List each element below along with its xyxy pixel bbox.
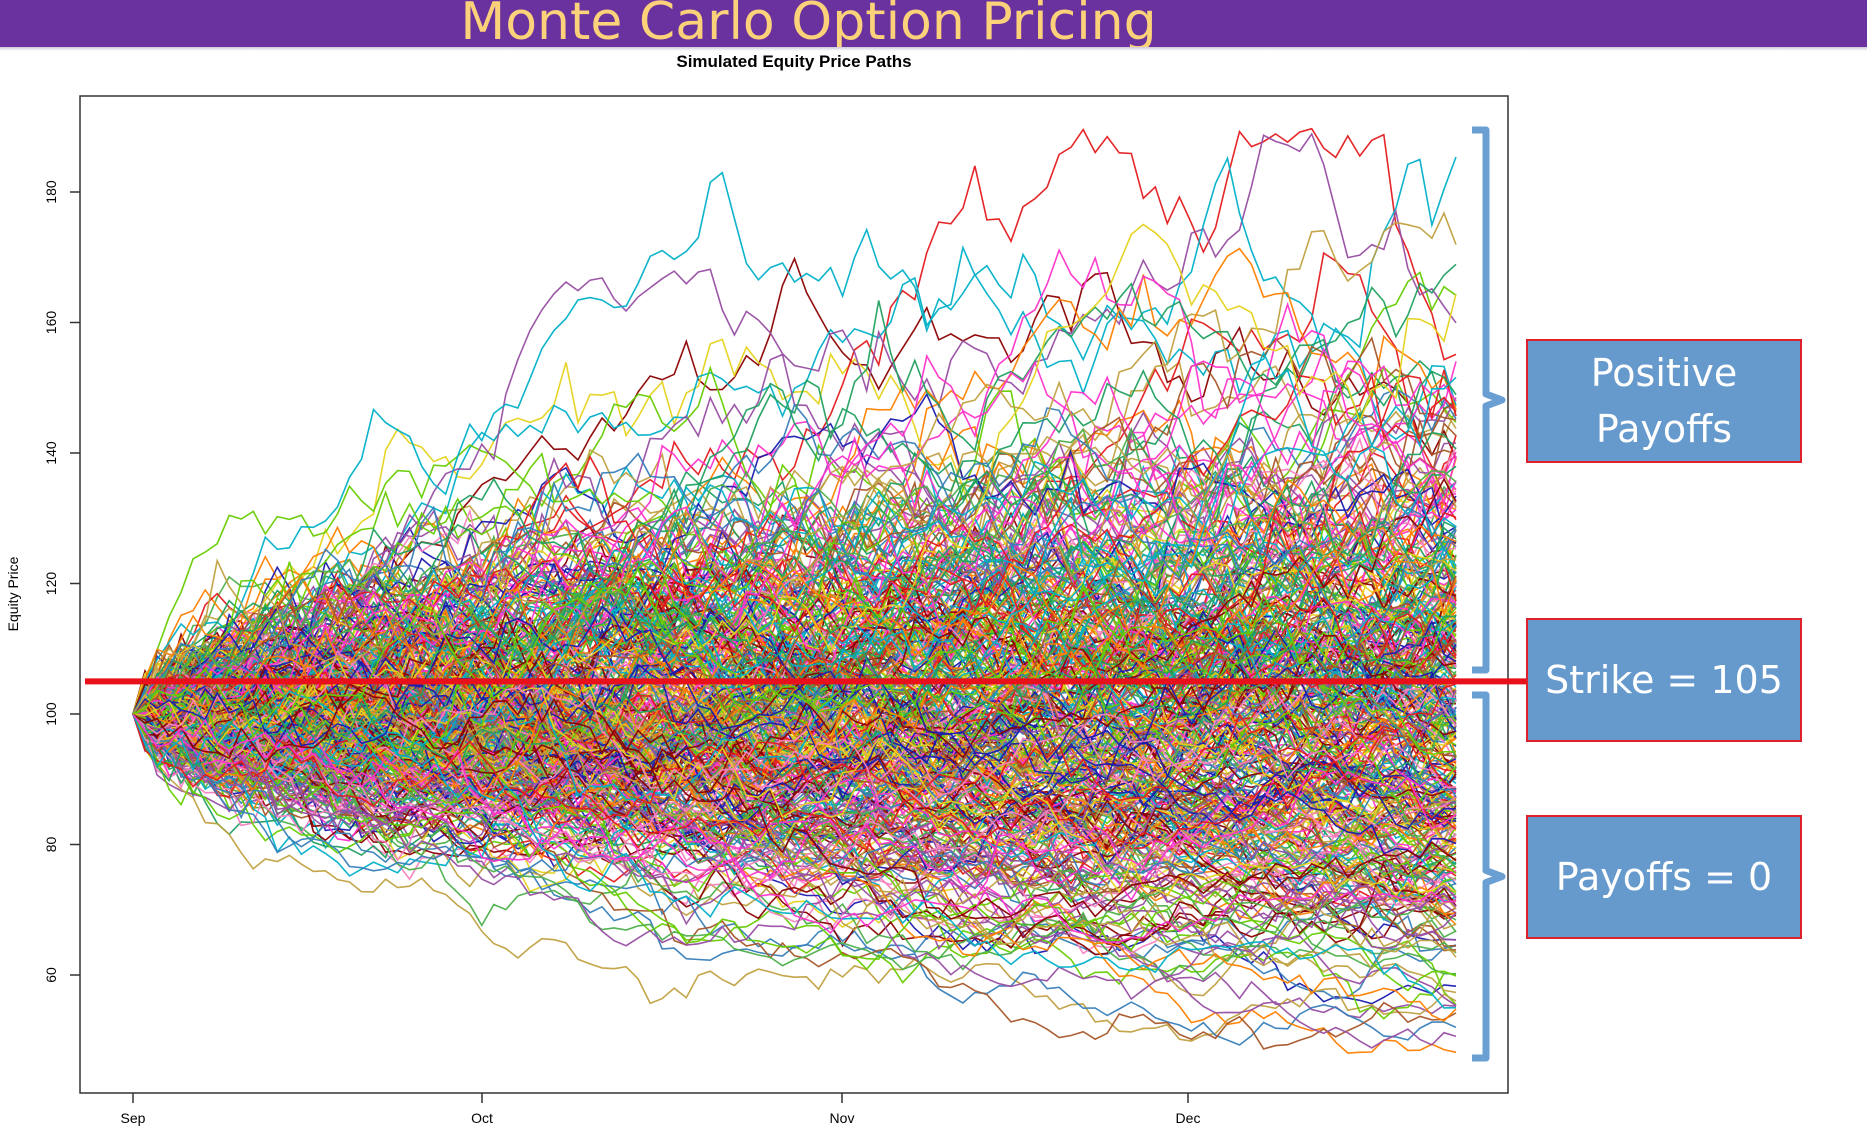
y-tick-label: 80 <box>43 837 59 853</box>
price-path <box>132 707 1457 1001</box>
price-path <box>132 656 1457 917</box>
price-path <box>132 713 1457 932</box>
y-tick-label: 180 <box>43 180 59 204</box>
price-path <box>132 351 1457 801</box>
strike-callout: Strike = 105 <box>1526 618 1802 742</box>
title-banner: Monte Carlo Option Pricing <box>0 0 1867 52</box>
price-path <box>132 691 1457 957</box>
price-path <box>132 713 1457 907</box>
price-path <box>132 649 1457 808</box>
price-path <box>132 699 1457 900</box>
x-axis: Sep Oct Nov Dec <box>121 1093 1201 1126</box>
price-path <box>132 489 1457 755</box>
price-path <box>132 248 1457 739</box>
price-path <box>132 605 1457 830</box>
price-path <box>132 697 1457 1046</box>
price-path <box>132 624 1457 812</box>
y-tick-label: 160 <box>43 311 59 335</box>
y-axis: 60 80 100 120 140 160 180 <box>43 180 80 983</box>
price-path <box>132 625 1457 866</box>
price-path <box>132 524 1457 791</box>
price-path <box>132 380 1457 715</box>
price-path <box>132 376 1457 778</box>
price-path <box>132 475 1457 750</box>
price-path <box>132 644 1457 847</box>
price-path <box>132 628 1457 802</box>
price-path <box>132 591 1457 783</box>
y-tick-label: 140 <box>43 441 59 465</box>
price-path <box>132 523 1457 750</box>
price-path <box>132 426 1457 715</box>
price-path <box>132 713 1457 1042</box>
price-path <box>132 701 1457 835</box>
price-path <box>132 692 1457 961</box>
x-tick-label: Dec <box>1176 1110 1201 1126</box>
zero-payoffs-callout: Payoffs = 0 <box>1526 815 1802 939</box>
price-path <box>132 338 1457 715</box>
plot-frame <box>79 95 1509 1094</box>
x-tick-label: Nov <box>830 1110 855 1126</box>
y-tick-label: 100 <box>43 702 59 726</box>
price-path <box>132 614 1457 1022</box>
price-path <box>132 368 1457 715</box>
price-path <box>132 590 1457 779</box>
price-path <box>132 595 1457 752</box>
price-path <box>132 558 1457 772</box>
price-path <box>132 454 1457 715</box>
payoff-bracket <box>1472 126 1506 674</box>
price-path <box>132 713 1457 1050</box>
positive-payoffs-callout: Positive Payoffs <box>1526 339 1802 463</box>
x-tick-label: Oct <box>471 1110 493 1126</box>
payoff-brackets <box>1472 126 1506 1062</box>
price-path <box>132 282 1457 742</box>
price-path <box>132 346 1457 718</box>
price-path <box>132 682 1457 920</box>
x-tick-label: Sep <box>121 1110 146 1126</box>
price-path <box>132 690 1457 1009</box>
price-path <box>132 336 1457 776</box>
chart-title: Simulated Equity Price Paths <box>676 52 911 71</box>
y-tick-label: 120 <box>43 572 59 596</box>
zero-payoffs-label: Payoffs = 0 <box>1555 855 1773 899</box>
y-axis-label: Equity Price <box>5 556 21 631</box>
price-path <box>132 560 1457 756</box>
price-path <box>132 713 1457 916</box>
price-path <box>132 478 1457 734</box>
simulated-paths <box>132 127 1457 1054</box>
banner-shadow <box>0 47 1867 51</box>
price-path <box>132 610 1457 794</box>
price-path <box>132 605 1457 860</box>
price-path <box>132 713 1457 944</box>
payoff-bracket <box>1472 691 1506 1062</box>
y-tick-label: 60 <box>43 967 59 983</box>
price-path <box>132 561 1457 767</box>
strike-label: Strike = 105 <box>1545 658 1783 702</box>
price-path <box>132 700 1457 946</box>
price-path <box>132 460 1457 721</box>
price-path <box>132 567 1457 752</box>
positive-payoffs-label: Positive Payoffs <box>1590 351 1738 451</box>
price-path <box>132 701 1457 934</box>
banner-title: Monte Carlo Option Pricing <box>460 0 1157 52</box>
price-path <box>132 598 1457 769</box>
price-path <box>132 271 1457 715</box>
price-path <box>132 155 1457 715</box>
price-path <box>132 407 1457 715</box>
